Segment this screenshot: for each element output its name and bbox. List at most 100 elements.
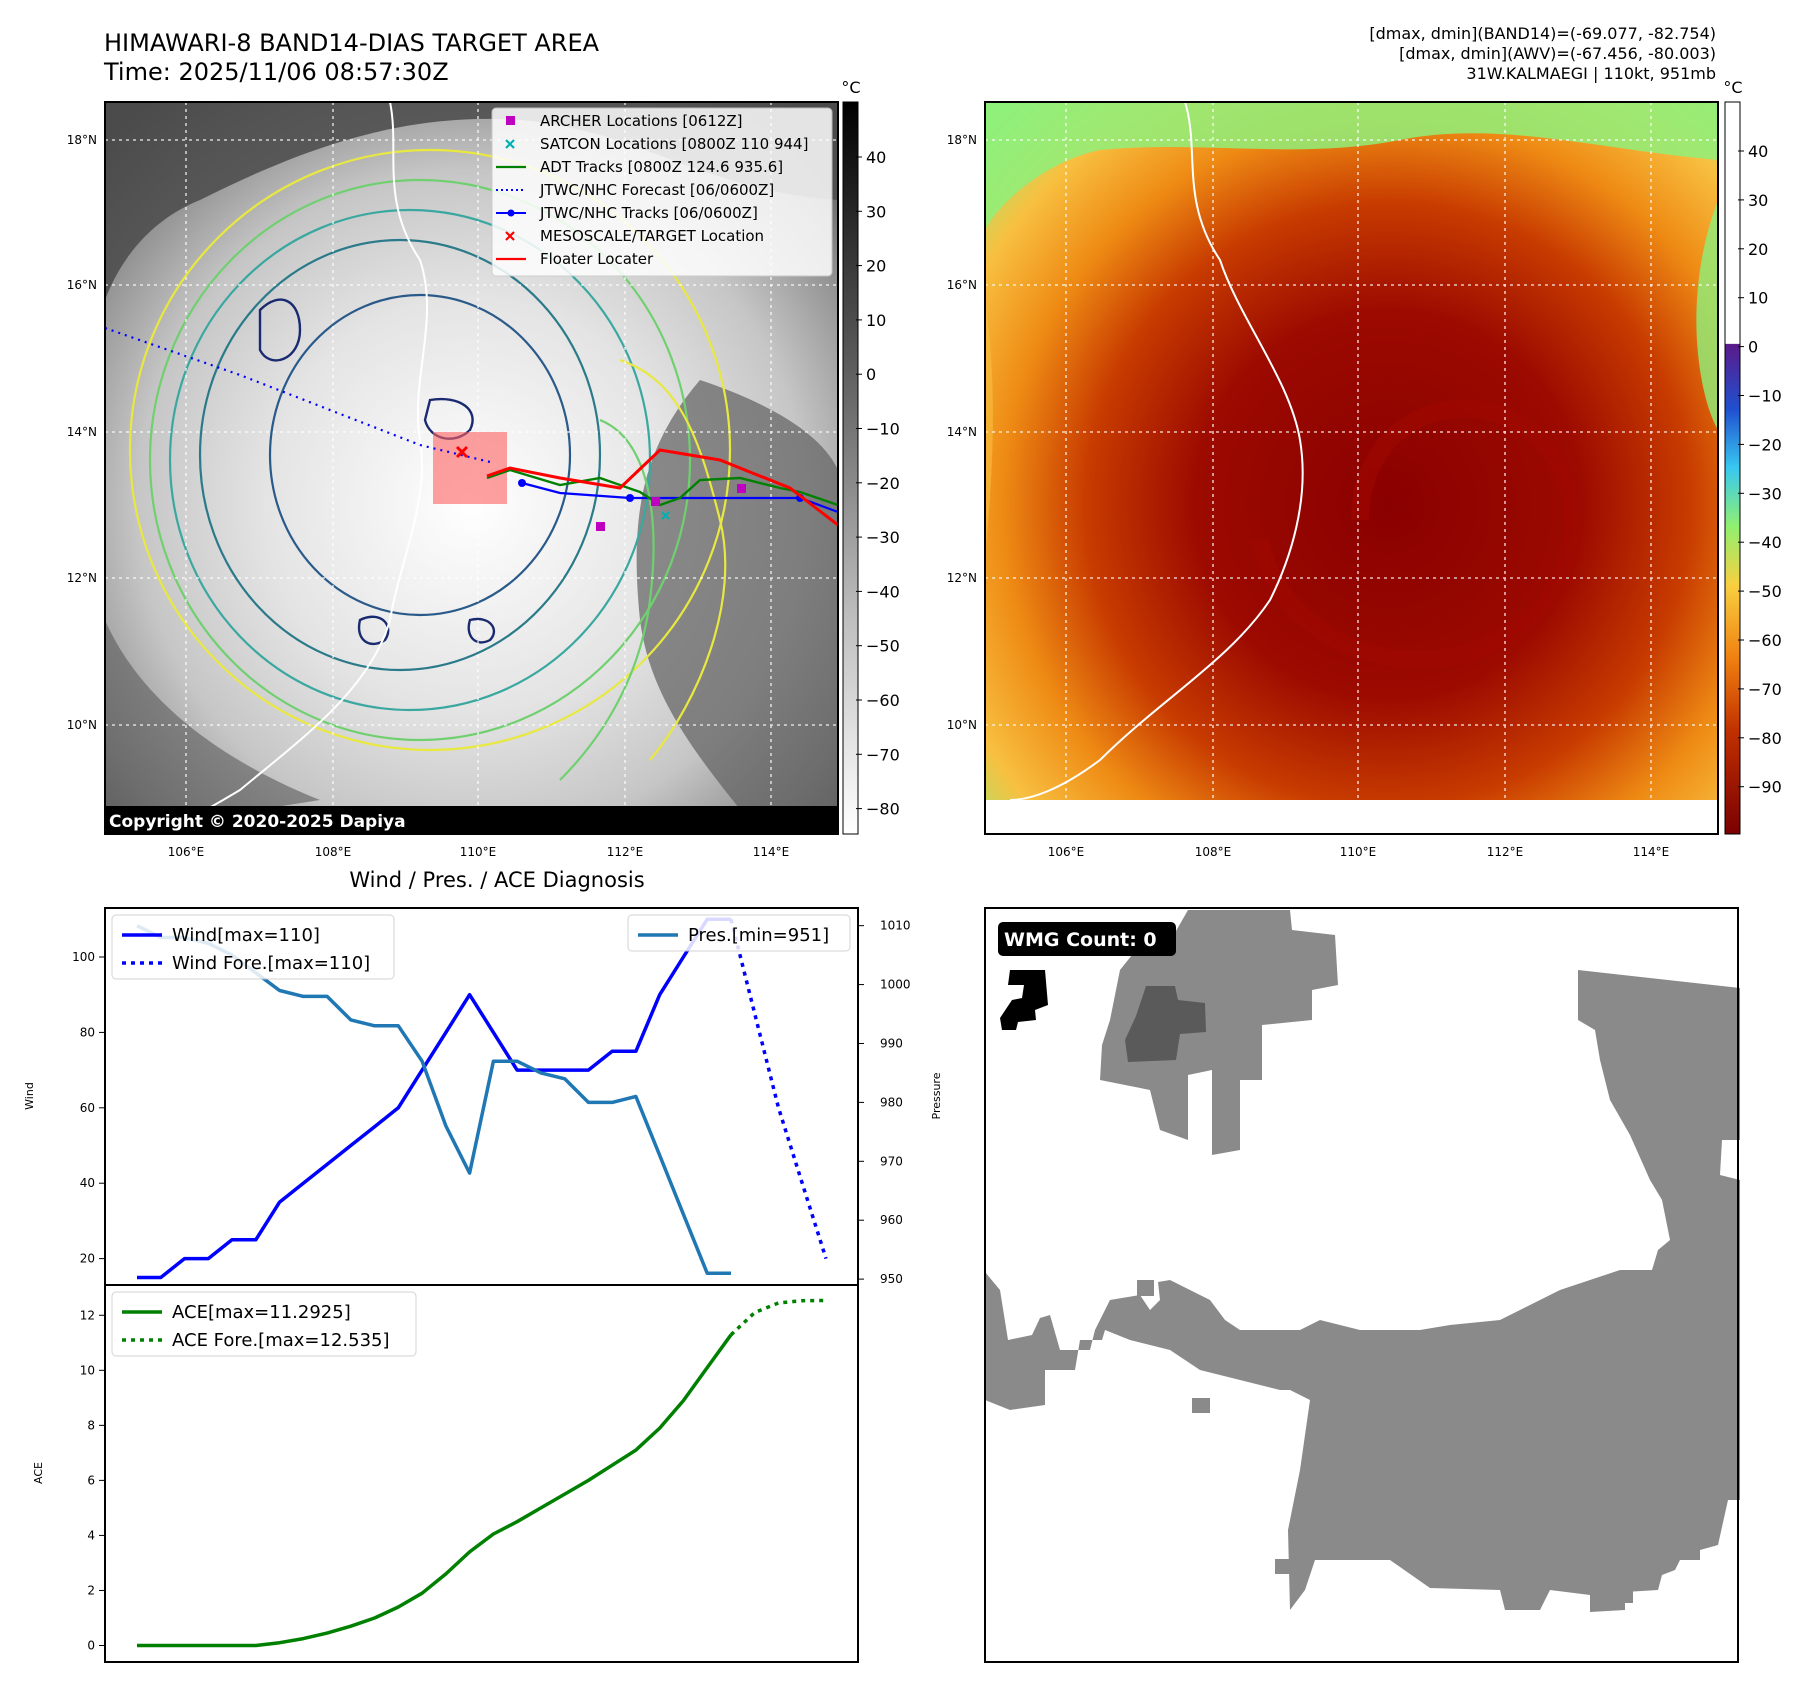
y-tick-label: 12 — [80, 1308, 95, 1322]
y2-tick-label: 970 — [880, 1154, 903, 1168]
legend-label: Pres.[min=951] — [688, 925, 829, 946]
floater-track — [486, 448, 838, 527]
colorbar-tick-label: −30 — [866, 528, 900, 547]
map1-legend: ARCHER Locations [0612Z] SATCON Locations… — [491, 107, 833, 277]
series-line — [137, 917, 731, 1280]
wmg-count-label: WMG Count: 0 — [1004, 929, 1157, 951]
colorbar-tick-label: −90 — [1748, 778, 1782, 797]
map2-colorbar: °C 40 30 20 10 0 −10 −20 −30 −40 −50 −60 −70 −80 −90 — [1723, 78, 1782, 835]
colorbar-tick-label: 0 — [866, 365, 876, 384]
map1-lat-tick: 10°N — [67, 718, 97, 732]
chart-legend: ACE[max=11.2925] ACE Fore.[max=12.535] — [111, 1291, 417, 1357]
legend-marker — [506, 116, 515, 125]
map1-lon-tick: 114°E — [753, 845, 790, 859]
map1-lon-tick: 108°E — [315, 845, 352, 859]
legend-item: JTWC/NHC Tracks [06/0600Z] — [496, 204, 758, 222]
map2-lon-tick: 110°E — [1340, 845, 1377, 859]
y-tick-label: 8 — [87, 1418, 95, 1432]
colorbar-tick-label: −70 — [866, 745, 900, 764]
ir-gray-map: Copyright © 2020-2025 Dapiya ARCHER Loca… — [67, 101, 839, 859]
colorbar-tick-label: 10 — [1748, 289, 1768, 308]
colorbar-tick-label: 30 — [1748, 191, 1768, 210]
pressure-axis-label: Pressure — [930, 1072, 943, 1119]
y-tick-label: 0 — [87, 1638, 95, 1652]
legend-item: JTWC/NHC Forecast [06/0600Z] — [496, 181, 774, 199]
map1-lon-tick: 106°E — [168, 845, 205, 859]
info-line-3: 31W.KALMAEGI | 110kt, 951mb — [1466, 64, 1716, 83]
y-tick-label: 4 — [87, 1528, 95, 1542]
colorbar-tick-label: −10 — [1748, 387, 1782, 406]
series-line — [729, 918, 828, 1260]
map2-lat-tick: 18°N — [947, 133, 977, 147]
y2-tick-label: 1010 — [880, 919, 911, 933]
legend-label: ACE[max=11.2925] — [172, 1302, 351, 1323]
colorbar-tick-label: −20 — [866, 474, 900, 493]
chart-legend: Wind[max=110] Wind Fore.[max=110] — [111, 914, 395, 980]
y-tick-label: 2 — [87, 1583, 95, 1597]
colorbar-tick-label: −60 — [866, 691, 900, 710]
map2-lat-tick: 12°N — [947, 571, 977, 585]
y-tick-label: 60 — [80, 1101, 95, 1115]
map2-lon-tick: 108°E — [1195, 845, 1232, 859]
colorbar-tick-label: −70 — [1748, 680, 1782, 699]
colorbar-tick-label: 40 — [1748, 142, 1768, 161]
wmg-panel: WMG Count: 0 — [984, 907, 1740, 1663]
legend-label: Floater Locater — [540, 250, 654, 268]
map1-lat-tick: 12°N — [67, 571, 97, 585]
adt-track — [486, 468, 838, 507]
legend-label: SATCON Locations [0800Z 110 944] — [540, 135, 808, 153]
legend-item: ARCHER Locations [0612Z] — [506, 112, 743, 130]
colorbar-tick-label: 40 — [866, 148, 886, 167]
y-tick-label: 100 — [72, 950, 95, 964]
map1-lat-tick: 18°N — [67, 133, 97, 147]
colorbar-tick-label: −40 — [866, 582, 900, 601]
wind-axis-label: Wind — [23, 1082, 36, 1110]
colorbar-tick-label: 20 — [1748, 240, 1768, 259]
map1-lat-tick: 14°N — [67, 425, 97, 439]
map1-lat-tick: 16°N — [67, 278, 97, 292]
y-tick-label: 10 — [80, 1363, 95, 1377]
map2-lon-tick: 112°E — [1487, 845, 1524, 859]
legend-item: ADT Tracks [0800Z 124.6 935.6] — [496, 158, 783, 176]
chart-legend-box — [627, 914, 851, 952]
legend-marker-dot — [507, 209, 515, 217]
legend-label: JTWC/NHC Forecast [06/0600Z] — [539, 181, 774, 199]
y2-tick-label: 990 — [880, 1036, 903, 1050]
map1-colorbar: °C 40 30 20 10 0 −10 −20 −30 −40 −50 −60 −70 −80 — [841, 78, 900, 835]
info-line-2: [dmax, dmin](AWV)=(-67.456, -80.003) — [1399, 44, 1716, 63]
map2-lon-tick: 106°E — [1048, 845, 1085, 859]
y2-tick-label: 980 — [880, 1095, 903, 1109]
chart-legend-box — [111, 914, 395, 980]
colorbar-tick-label: −50 — [866, 637, 900, 656]
map2-lat-tick: 10°N — [947, 718, 977, 732]
legend-item: Floater Locater — [496, 250, 654, 268]
wind-pressure-chart: 20 40 60 80 100 950 960 970 980 990 1000 1010 Wind[m… — [23, 907, 943, 1286]
y2-tick-label: 950 — [880, 1272, 903, 1286]
series-line — [729, 1298, 827, 1337]
y-tick-label: 6 — [87, 1473, 95, 1487]
legend-label: ARCHER Locations [0612Z] — [540, 112, 743, 130]
colorbar-tick-label: −20 — [1748, 435, 1782, 454]
legend-label: Wind[max=110] — [172, 925, 320, 946]
y-tick-label: 20 — [80, 1252, 95, 1266]
colorbar-tick-label: 0 — [1748, 338, 1758, 357]
map2-lat-tick: 14°N — [947, 425, 977, 439]
legend-label: ACE Fore.[max=12.535] — [172, 1330, 390, 1351]
legend-item: SATCON Locations [0800Z 110 944] — [505, 135, 808, 153]
colorbar-tick-label: 30 — [866, 202, 886, 221]
y-tick-label: 80 — [80, 1025, 95, 1039]
diagnosis-title: Wind / Pres. / ACE Diagnosis — [349, 868, 644, 892]
ir-color-map: 106°E 108°E 110°E 112°E 114°E 18°N 16°N … — [947, 101, 1719, 859]
figure-title: HIMAWARI-8 BAND14-DIAS TARGET AREA — [104, 29, 600, 57]
series-line — [137, 1333, 733, 1648]
map2-lat-tick: 16°N — [947, 278, 977, 292]
colorbar-tick-label: −60 — [1748, 631, 1782, 650]
colorbar-tick-label: −50 — [1748, 582, 1782, 601]
colorbar-tick-label: 10 — [866, 311, 886, 330]
colorbar-tick-label: 20 — [866, 257, 886, 276]
y-tick-label: 40 — [80, 1176, 95, 1190]
chart-legend-box — [111, 1291, 417, 1357]
figure-time: Time: 2025/11/06 08:57:30Z — [103, 58, 449, 86]
legend-item: MESOSCALE/TARGET Location — [505, 227, 764, 245]
